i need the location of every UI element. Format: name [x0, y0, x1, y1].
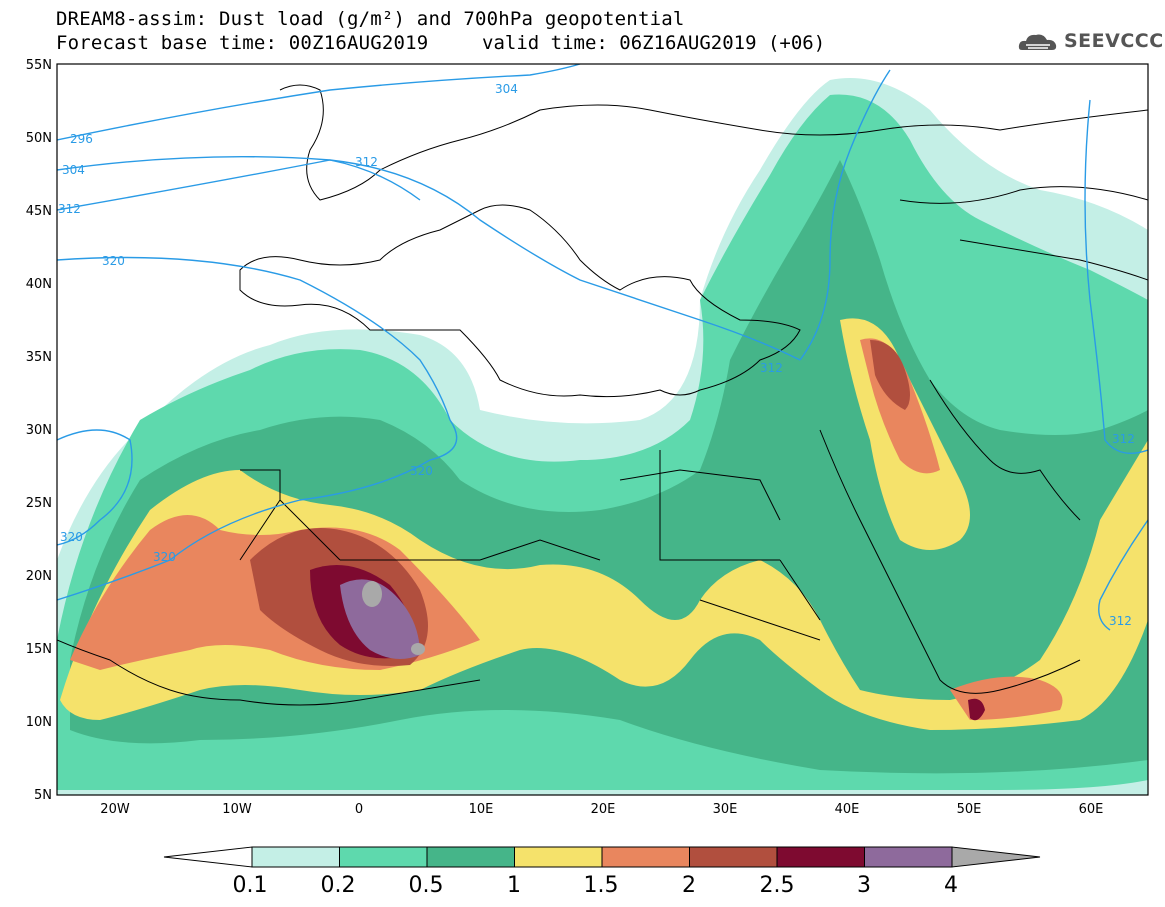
- contour-label-296: 296: [70, 132, 93, 146]
- lat-label: 15N: [26, 642, 52, 657]
- dust-level-3: [340, 579, 420, 659]
- lat-label: 10N: [26, 715, 52, 730]
- dust-level-2-iraq: [870, 340, 910, 410]
- contour-label-312: 312: [58, 202, 81, 216]
- map-frame: [56, 63, 1149, 796]
- lat-label: 35N: [26, 350, 52, 365]
- lon-label: 30E: [713, 802, 738, 817]
- contour-label-312c: 312: [760, 361, 783, 375]
- lat-label: 45N: [26, 204, 52, 219]
- contour-label-320d: 320: [153, 550, 176, 564]
- colorbar-label: 2.5: [760, 873, 795, 898]
- contour-label-320b: 320: [410, 464, 433, 478]
- colorbar-label: 1: [507, 873, 521, 898]
- lat-label: 50N: [26, 131, 52, 146]
- colorbar-cell: [514, 846, 603, 868]
- colorbar-label: 0.2: [321, 873, 356, 898]
- colorbar-cell: [776, 846, 865, 868]
- colorbar-cell: [689, 846, 778, 868]
- colorbar-label: 2: [682, 873, 696, 898]
- lon-label: 60E: [1079, 802, 1104, 817]
- colorbar-label: 3: [857, 873, 871, 898]
- lon-label: 20E: [591, 802, 616, 817]
- contour-labels: 296 304 304 312 312 320 320 320 320 312 …: [58, 82, 1135, 628]
- colorbar-label: 0.5: [409, 873, 444, 898]
- colorbar: 0.1 0.2 0.5 1 1.5 2 2.5 3 4: [163, 846, 1041, 898]
- lat-label: 30N: [26, 423, 52, 438]
- colorbar-right-triangle: [951, 846, 1041, 868]
- colorbar-label: 4: [944, 873, 958, 898]
- lon-label: 50E: [957, 802, 982, 817]
- contour-label-304: 304: [62, 163, 85, 177]
- valid-time-label: valid time: 06Z16AUG2019 (+06): [482, 32, 826, 54]
- geopotential-contours: [57, 64, 1148, 631]
- colorbar-label: 0.1: [233, 873, 268, 898]
- dust-level-4: [362, 581, 382, 607]
- lon-axis: 20W 10W 0 10E 20E 30E 40E 50E 60E: [100, 802, 1103, 817]
- colorbar-cell: [251, 846, 340, 868]
- colorbar-label: 1.5: [584, 873, 619, 898]
- contour-label-304b: 304: [495, 82, 518, 96]
- lat-axis: 55N 50N 45N 40N 35N 30N 25N 20N 15N 10N …: [26, 58, 52, 803]
- lon-label: 20W: [100, 802, 130, 817]
- lat-label: 20N: [26, 569, 52, 584]
- contour-label-312d: 312: [1112, 432, 1135, 446]
- dust-level-2.5-gulf: [968, 698, 985, 721]
- lat-label: 40N: [26, 277, 52, 292]
- cloud-logo-icon: [1018, 34, 1057, 50]
- colorbar-cell: [601, 846, 690, 868]
- dust-level-4b: [411, 643, 425, 655]
- colorbar-cell: [339, 846, 428, 868]
- lon-label: 40E: [835, 802, 860, 817]
- coastlines: [57, 84, 1148, 706]
- lat-label: 5N: [34, 788, 52, 803]
- contour-label-312b: 312: [355, 155, 378, 169]
- logo-text: SEEVCCC: [1064, 30, 1164, 52]
- colorbar-cell: [864, 846, 953, 868]
- contour-label-312e: 312: [1109, 614, 1132, 628]
- dust-field: [57, 64, 1148, 795]
- contour-label-320: 320: [102, 254, 125, 268]
- colorbar-left-triangle: [163, 846, 253, 868]
- colorbar-cell: [426, 846, 515, 868]
- base-time-label: Forecast base time: 00Z16AUG2019: [56, 32, 429, 54]
- chart-title: DREAM8-assim: Dust load (g/m²) and 700hP…: [56, 8, 685, 30]
- contour-label-320c: 320: [60, 530, 83, 544]
- lon-label: 10E: [469, 802, 494, 817]
- lat-label: 25N: [26, 496, 52, 511]
- lon-label: 10W: [222, 802, 252, 817]
- lon-label: 0: [355, 802, 363, 817]
- lat-label: 55N: [26, 58, 52, 73]
